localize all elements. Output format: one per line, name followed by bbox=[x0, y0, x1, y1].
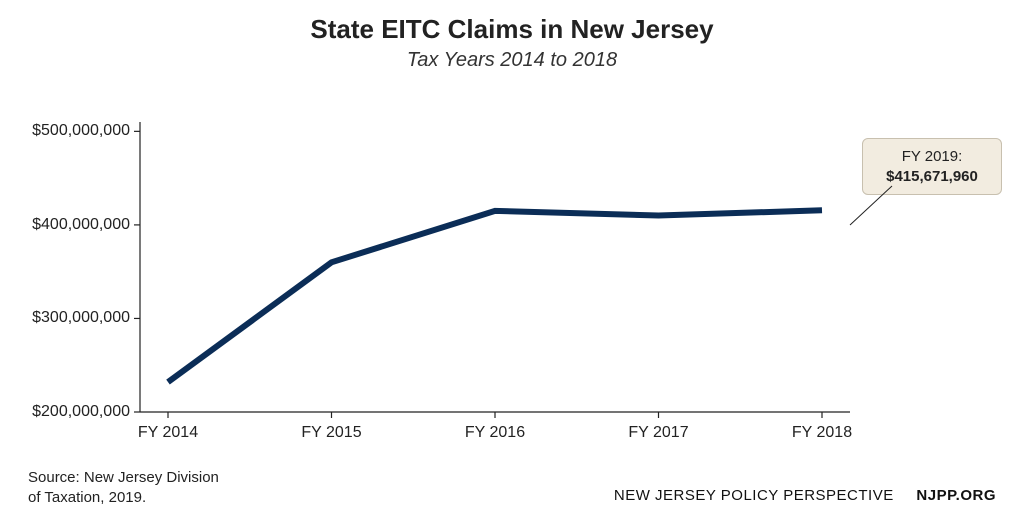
footer-org: NEW JERSEY POLICY PERSPECTIVE bbox=[614, 487, 894, 504]
x-tick-label: FY 2014 bbox=[138, 412, 198, 442]
source-text: Source: New Jersey Division of Taxation,… bbox=[28, 468, 219, 509]
plot-area: $200,000,000$300,000,000$400,000,000$500… bbox=[140, 122, 850, 412]
callout-line2: $415,671,960 bbox=[875, 167, 989, 187]
x-tick-label: FY 2015 bbox=[301, 412, 361, 442]
x-tick-label: FY 2017 bbox=[628, 412, 688, 442]
callout-line1: FY 2019: bbox=[875, 147, 989, 167]
source-line2: of Taxation, 2019. bbox=[28, 488, 219, 508]
y-tick-label: $400,000,000 bbox=[32, 216, 140, 234]
chart-subtitle: Tax Years 2014 to 2018 bbox=[0, 49, 1024, 72]
chart-title: State EITC Claims in New Jersey bbox=[0, 14, 1024, 45]
source-line1: Source: New Jersey Division bbox=[28, 468, 219, 488]
chart-container: State EITC Claims in New Jersey Tax Year… bbox=[0, 14, 1024, 526]
x-tick-label: FY 2018 bbox=[792, 412, 852, 442]
chart-svg bbox=[140, 122, 850, 412]
footer-right: NEW JERSEY POLICY PERSPECTIVE NJPP.ORG bbox=[614, 487, 996, 504]
footer-url: NJPP.ORG bbox=[916, 487, 996, 504]
x-tick-label: FY 2016 bbox=[465, 412, 525, 442]
y-tick-label: $500,000,000 bbox=[32, 122, 140, 140]
y-tick-label: $200,000,000 bbox=[32, 403, 140, 421]
callout-box: FY 2019: $415,671,960 bbox=[862, 138, 1002, 195]
y-tick-label: $300,000,000 bbox=[32, 309, 140, 327]
